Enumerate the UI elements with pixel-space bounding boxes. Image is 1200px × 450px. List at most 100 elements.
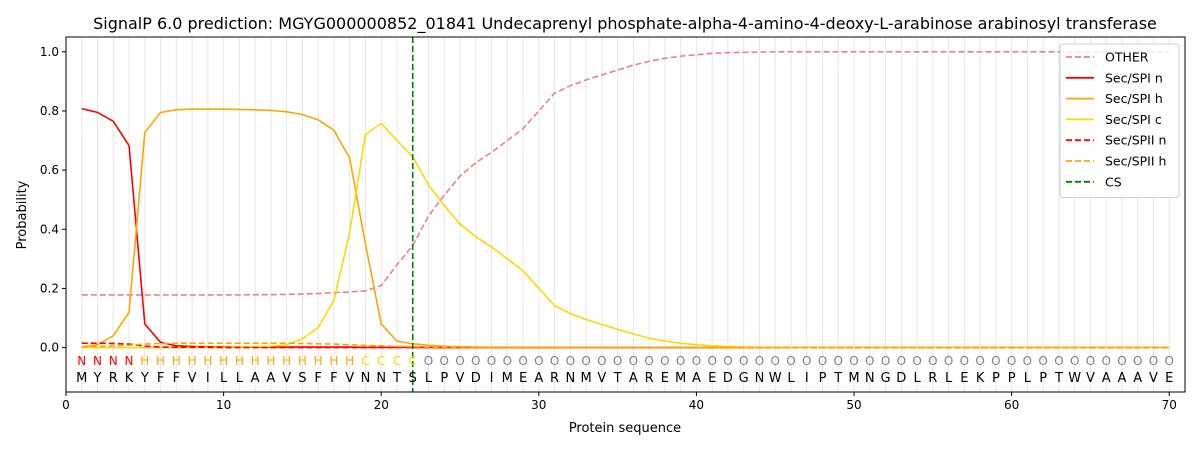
region-label-61: O [1023,354,1032,368]
residue-label-35: T [613,371,622,386]
residue-label-49: T [833,371,842,386]
residue-label-53: D [896,371,906,386]
residue-label-14: V [282,371,291,386]
residue-label-41: E [708,371,716,386]
residue-label-30: A [534,371,543,386]
residue-label-25: V [456,371,465,386]
x-tick-label-40: 40 [689,398,704,412]
legend-label-6: CS [1105,174,1122,189]
residue-label-47: I [805,371,809,386]
region-label-20: C [377,354,385,368]
residue-label-61: L [1024,371,1032,386]
series-line-3 [81,122,1170,349]
region-label-48: O [818,354,827,368]
y-tick-label-3: 0.6 [40,163,59,177]
region-label-29: O [518,354,527,368]
region-label-68: O [1133,354,1142,368]
region-label-65: O [1086,354,1095,368]
legend-label-1: Sec/SPI n [1105,70,1163,85]
residue-label-70: E [1165,371,1173,386]
residue-label-13: A [266,371,275,386]
residue-label-9: I [206,371,210,386]
legend-label-0: OTHER [1105,50,1149,65]
residue-label-46: L [787,371,795,386]
residue-label-34: V [597,371,606,386]
residue-label-26: D [471,371,481,386]
residue-label-16: F [314,371,321,386]
x-axis-label: Protein sequence [569,421,681,436]
x-axis-ticks: 0 10 20 30 40 50 60 70 [62,392,1177,412]
region-label-25: O [455,354,464,368]
residue-label-65: V [1086,371,1095,386]
residue-label-29: E [519,371,527,386]
region-label-58: O [975,354,984,368]
residue-label-42: D [723,371,733,386]
region-label-34: O [597,354,606,368]
residue-label-55: R [928,371,937,386]
residue-label-59: P [992,371,1000,386]
region-label-33: O [581,354,590,368]
region-label-14: H [282,354,291,368]
legend-label-4: Sec/SPII n [1105,133,1166,148]
region-label-28: O [503,354,512,368]
region-label-59: O [991,354,1000,368]
region-label-70: O [1165,354,1174,368]
residue-label-1: M [76,371,87,386]
region-label-15: H [298,354,307,368]
region-label-55: O [928,354,937,368]
region-label-49: O [834,354,843,368]
region-label-54: O [912,354,921,368]
region-label-16: H [314,354,323,368]
residue-label-38: E [661,371,669,386]
region-label-51: O [865,354,874,368]
region-label-52: O [881,354,890,368]
residue-label-63: T [1054,371,1063,386]
y-axis-ticks: 0.0 0.2 0.4 0.6 0.8 1.0 [40,45,66,355]
region-label-17: H [329,354,338,368]
legend-label-2: Sec/SPI h [1105,91,1163,106]
residue-label-39: M [675,371,686,386]
residue-label-37: R [645,371,654,386]
region-label-4: N [125,354,134,368]
region-label-26: O [471,354,480,368]
legend: OTHER Sec/SPI n Sec/SPI h Sec/SPI c Sec/SPII… [1059,43,1180,199]
region-label-45: O [770,354,779,368]
residue-label-6: F [157,371,164,386]
residue-label-27: I [490,371,494,386]
region-label-66: O [1101,354,1110,368]
residue-label-7: F [173,371,180,386]
region-label-35: O [613,354,622,368]
region-label-47: O [802,354,811,368]
region-label-44: O [755,354,764,368]
region-label-21: C [393,354,401,368]
residue-label-50: M [848,371,859,386]
residue-label-3: R [109,371,118,386]
legend-label-5: Sec/SPII h [1105,154,1166,169]
series-line-2 [81,108,1170,349]
region-label-37: O [644,354,653,368]
x-tick-label-0: 0 [62,398,70,412]
region-label-10: H [219,354,228,368]
x-tick-label-60: 60 [1004,398,1019,412]
residue-label-2: Y [93,371,102,386]
residue-label-28: M [502,371,513,386]
region-label-53: O [897,354,906,368]
residue-label-57: E [960,371,968,386]
region-label-19: C [361,354,369,368]
residue-label-19: N [361,371,371,386]
region-label-67: O [1117,354,1126,368]
region-label-41: O [707,354,716,368]
region-label-7: H [172,354,181,368]
region-label-38: O [660,354,669,368]
residue-label-54: L [913,371,921,386]
plot-frame [65,36,1186,393]
residue-label-62: P [1039,371,1047,386]
y-tick-label-0: 0.0 [40,341,59,355]
region-label-69: O [1149,354,1158,368]
residue-label-33: M [580,371,591,386]
residue-label-32: N [565,371,575,386]
residue-label-8: V [188,371,197,386]
residue-label-58: K [976,371,985,386]
legend-box [1059,43,1180,199]
